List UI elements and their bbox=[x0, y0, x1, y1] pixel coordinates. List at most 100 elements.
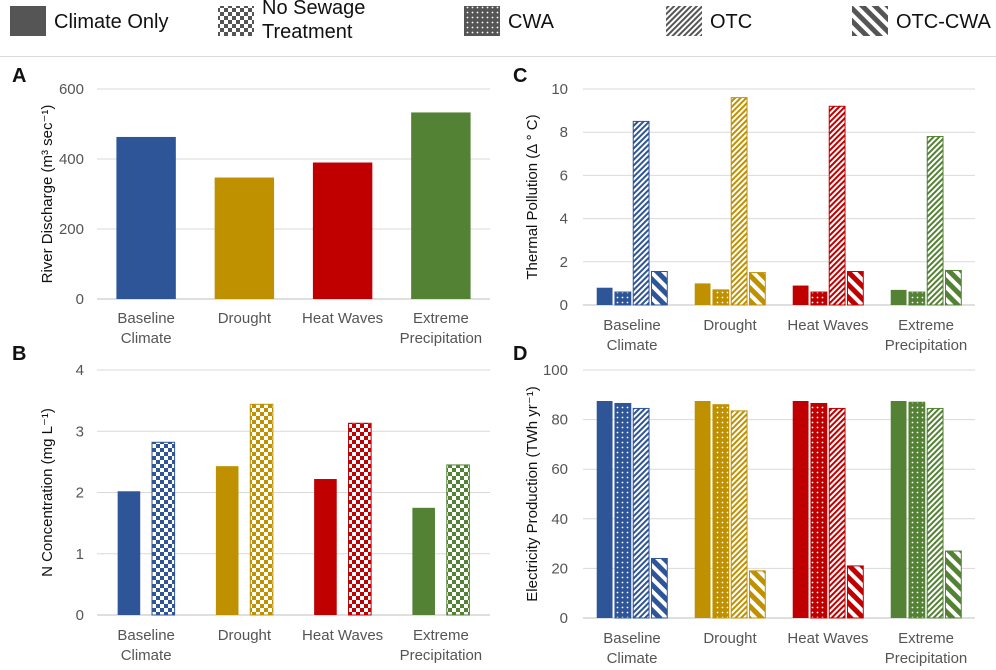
chart-panel-d: 0 20 40 60 80 100 D Electricity Production (TWh… bbox=[513, 343, 975, 667]
x-tick-label: Climate bbox=[121, 330, 172, 347]
legend-item: OTC bbox=[666, 6, 752, 36]
bar bbox=[730, 97, 748, 306]
x-tick-label: Drought bbox=[703, 630, 757, 647]
panel-label: C bbox=[513, 65, 527, 87]
y-tick-label: 2 bbox=[76, 485, 84, 502]
bar bbox=[632, 120, 650, 306]
bar bbox=[215, 466, 239, 615]
bar bbox=[890, 401, 907, 618]
y-axis-label: Thermal Pollution (Δ ° C) bbox=[524, 114, 541, 279]
x-tick-label: Extreme bbox=[413, 627, 469, 644]
y-tick-label: 400 bbox=[59, 151, 84, 168]
bar bbox=[694, 401, 711, 618]
x-tick-label: Baseline bbox=[117, 627, 175, 644]
bar bbox=[694, 283, 711, 305]
x-tick-label: Precipitation bbox=[885, 650, 968, 667]
bar bbox=[908, 401, 926, 619]
x-tick-label: Precipitation bbox=[400, 647, 483, 664]
bar bbox=[249, 403, 274, 616]
legend-item: OTC-CWA bbox=[852, 6, 991, 36]
x-tick-label: Heat Waves bbox=[787, 317, 868, 334]
bar bbox=[314, 479, 337, 615]
y-tick-label: 4 bbox=[560, 211, 568, 228]
x-tick-label: Climate bbox=[607, 650, 658, 667]
legend-swatch bbox=[852, 6, 888, 36]
bar bbox=[116, 136, 176, 299]
legend-label: Climate Only bbox=[54, 11, 168, 33]
legend: Climate Only No Sewage Treatment CWA OTC OTC-… bbox=[10, 0, 991, 43]
x-tick-label: Heat Waves bbox=[787, 630, 868, 647]
bar bbox=[650, 557, 668, 619]
legend-swatch bbox=[10, 6, 46, 36]
bar bbox=[846, 565, 864, 619]
x-tick-label: Climate bbox=[121, 647, 172, 664]
bar bbox=[151, 441, 176, 616]
legend-label: OTC-CWA bbox=[896, 11, 991, 33]
legend-label: OTC bbox=[710, 11, 752, 33]
x-tick-label: Extreme bbox=[898, 317, 954, 334]
legend-item: No Sewage Treatment bbox=[218, 0, 365, 43]
x-tick-label: Precipitation bbox=[400, 330, 483, 347]
legend-label: No Sewage bbox=[262, 0, 365, 19]
bar bbox=[908, 291, 926, 306]
y-tick-label: 3 bbox=[76, 423, 84, 440]
bar bbox=[748, 570, 766, 619]
legend-item: Climate Only bbox=[10, 6, 168, 36]
y-tick-label: 200 bbox=[59, 221, 84, 238]
bar bbox=[412, 507, 435, 615]
y-tick-label: 40 bbox=[551, 511, 568, 528]
bar bbox=[712, 289, 730, 306]
bar bbox=[828, 105, 846, 306]
bar bbox=[650, 271, 668, 306]
x-tick-label: Precipitation bbox=[885, 337, 968, 354]
legend-swatch bbox=[464, 6, 500, 36]
x-tick-label: Baseline bbox=[117, 310, 175, 327]
bar bbox=[596, 401, 613, 618]
bar bbox=[117, 491, 141, 615]
x-tick-label: Baseline bbox=[603, 630, 661, 647]
y-tick-label: 1 bbox=[76, 546, 84, 563]
panel-label: D bbox=[513, 343, 527, 365]
bar bbox=[712, 404, 730, 619]
chart-panel-c: 0 2 4 6 8 10 C Thermal Pollution (Δ ° C) Baselin… bbox=[513, 65, 975, 354]
x-tick-label: Heat Waves bbox=[302, 310, 383, 327]
y-tick-label: 0 bbox=[560, 610, 568, 627]
bar bbox=[926, 136, 944, 306]
y-tick-label: 80 bbox=[551, 412, 568, 429]
legend-item: CWA bbox=[464, 6, 555, 36]
x-tick-label: Climate bbox=[607, 337, 658, 354]
bar bbox=[926, 407, 944, 619]
legend-swatch bbox=[666, 6, 702, 36]
chart-panel-a: 0 200 400 600 A River Discharge (m³ sec⁻¹) Bas… bbox=[12, 65, 490, 347]
y-tick-label: 0 bbox=[560, 297, 568, 314]
y-tick-label: 20 bbox=[551, 560, 568, 577]
bar bbox=[792, 285, 809, 305]
chart-panel-b: 0 1 2 3 4 B N Concentration (mg L⁻¹) Baseline Cl… bbox=[12, 343, 490, 664]
y-tick-label: 60 bbox=[551, 461, 568, 478]
bar bbox=[730, 410, 748, 619]
bar bbox=[596, 287, 613, 305]
legend-label: Treatment bbox=[262, 21, 353, 43]
y-tick-label: 8 bbox=[560, 124, 568, 141]
x-tick-label: Heat Waves bbox=[302, 627, 383, 644]
bar bbox=[632, 407, 650, 619]
x-tick-label: Drought bbox=[703, 317, 757, 334]
bar bbox=[792, 401, 809, 618]
x-tick-label: Extreme bbox=[413, 310, 469, 327]
y-tick-label: 2 bbox=[560, 254, 568, 271]
bar bbox=[810, 402, 828, 619]
x-tick-label: Drought bbox=[218, 627, 272, 644]
bar bbox=[214, 177, 275, 299]
bar bbox=[944, 550, 962, 619]
y-axis-label: River Discharge (m³ sec⁻¹) bbox=[39, 105, 56, 284]
y-tick-label: 10 bbox=[551, 81, 568, 98]
bar bbox=[411, 112, 471, 299]
y-tick-label: 6 bbox=[560, 167, 568, 184]
x-tick-label: Drought bbox=[218, 310, 272, 327]
x-tick-label: Extreme bbox=[898, 630, 954, 647]
bar bbox=[446, 464, 470, 616]
y-tick-label: 0 bbox=[76, 607, 84, 624]
legend-label: CWA bbox=[508, 11, 555, 33]
